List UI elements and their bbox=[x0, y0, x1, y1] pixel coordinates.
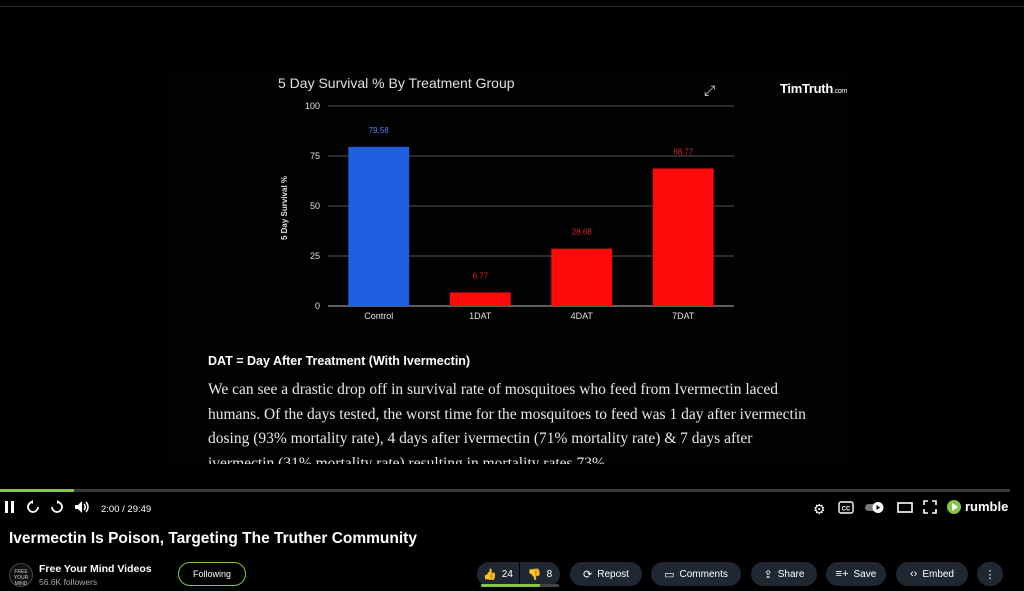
video-player[interactable]: 5 Day Survival % By Treatment Group 5 Da… bbox=[0, 8, 1024, 490]
x-category-label: Control bbox=[364, 311, 393, 321]
rumble-logo[interactable]: rumble bbox=[947, 499, 1008, 514]
x-category-label: 1DAT bbox=[469, 311, 492, 321]
chart-title: 5 Day Survival % By Treatment Group bbox=[278, 75, 515, 91]
x-category-label: 7DAT bbox=[672, 311, 695, 321]
video-title: Ivermectin Is Poison, Targeting The Trut… bbox=[9, 530, 417, 547]
video-progress-fill bbox=[0, 489, 74, 492]
slide-paragraph: We can see a drastic drop off in surviva… bbox=[208, 381, 806, 464]
bar-control bbox=[348, 146, 410, 306]
fullscreen-icon[interactable] bbox=[923, 500, 937, 518]
y-tick-label: 75 bbox=[310, 151, 320, 161]
like-count: 24 bbox=[501, 568, 513, 580]
forward-icon[interactable] bbox=[50, 500, 64, 518]
save-label: Save bbox=[853, 568, 877, 580]
embed-code-icon: ‹› bbox=[909, 568, 918, 580]
more-vertical-icon: ⋮ bbox=[984, 568, 996, 581]
share-icon: ⇪ bbox=[763, 568, 773, 581]
video-frame-slide: 5 Day Survival % By Treatment Group 5 Da… bbox=[166, 68, 850, 464]
y-tick-label: 50 bbox=[310, 201, 320, 211]
bar-1dat bbox=[449, 292, 511, 306]
gear-icon[interactable]: ⚙ bbox=[813, 501, 826, 517]
thumbs-down-icon: 👎 bbox=[527, 568, 542, 581]
data-label: 28.68 bbox=[572, 228, 593, 237]
volume-icon[interactable] bbox=[74, 500, 90, 518]
dat-definition: DAT = Day After Treatment (With Ivermect… bbox=[208, 354, 471, 368]
vote-ratio-bar bbox=[481, 584, 559, 587]
following-button[interactable]: Following bbox=[178, 562, 246, 586]
channel-followers: 56.6K followers bbox=[39, 577, 98, 587]
comments-label: Comments bbox=[679, 568, 728, 580]
pause-icon[interactable] bbox=[4, 500, 16, 518]
data-label: 6.77 bbox=[472, 271, 488, 280]
repost-icon: ⟳ bbox=[583, 568, 593, 581]
autoplay-toggle-icon[interactable] bbox=[864, 500, 886, 518]
expand-icon: ⤢ bbox=[704, 82, 716, 98]
bar-4dat bbox=[551, 248, 613, 306]
comment-icon: ▭ bbox=[664, 568, 675, 581]
rumble-play-icon bbox=[947, 499, 961, 514]
channel-avatar[interactable]: FREE YOUR MIND bbox=[9, 563, 33, 587]
rumble-wordmark: rumble bbox=[965, 499, 1009, 514]
time-display: 2:00 / 29:49 bbox=[101, 504, 152, 515]
rewind-icon[interactable] bbox=[26, 500, 40, 518]
vote-ratio-fill bbox=[481, 584, 540, 587]
comments-button[interactable]: ▭ Comments bbox=[651, 562, 741, 586]
thumbs-up-icon: 👍 bbox=[483, 568, 497, 581]
top-divider bbox=[0, 6, 1024, 7]
share-button[interactable]: ⇪ Share bbox=[751, 562, 817, 586]
embed-label: Embed bbox=[922, 568, 954, 580]
x-category-label: 4DAT bbox=[571, 311, 594, 321]
dislike-count: 8 bbox=[546, 568, 553, 580]
like-button[interactable]: 👍 24 bbox=[477, 562, 519, 586]
timtruth-watermark: TimTruth.com bbox=[780, 81, 847, 96]
y-tick-label: 0 bbox=[315, 301, 320, 311]
chart-y-axis-label: 5 Day Survival % bbox=[280, 176, 289, 240]
survival-bar-chart: 5 Day Survival % By Treatment Group 5 Da… bbox=[278, 75, 734, 321]
share-label: Share bbox=[777, 568, 805, 580]
data-label: 79.58 bbox=[369, 126, 390, 135]
more-options-button[interactable]: ⋮ bbox=[977, 562, 1003, 586]
data-label: 68.77 bbox=[673, 147, 694, 156]
embed-button[interactable]: ‹› Embed bbox=[896, 562, 968, 586]
dislike-button[interactable]: 👎 8 bbox=[520, 562, 560, 586]
y-tick-label: 100 bbox=[305, 101, 320, 111]
bar-7dat bbox=[652, 168, 714, 306]
theater-icon[interactable] bbox=[897, 500, 913, 518]
channel-name[interactable]: Free Your Mind Videos bbox=[39, 563, 152, 575]
svg-text:CC: CC bbox=[842, 507, 851, 513]
repost-button[interactable]: ⟳ Repost bbox=[570, 562, 642, 586]
player-controls: 2:00 / 29:49 ⚙ CC rumble bbox=[0, 496, 1024, 522]
y-tick-label: 25 bbox=[310, 251, 320, 261]
video-progress-bar[interactable] bbox=[0, 489, 1010, 492]
save-playlist-icon: ≡+ bbox=[835, 568, 849, 580]
captions-icon[interactable]: CC bbox=[838, 500, 854, 518]
repost-label: Repost bbox=[597, 568, 629, 580]
save-button[interactable]: ≡+ Save bbox=[826, 562, 886, 586]
